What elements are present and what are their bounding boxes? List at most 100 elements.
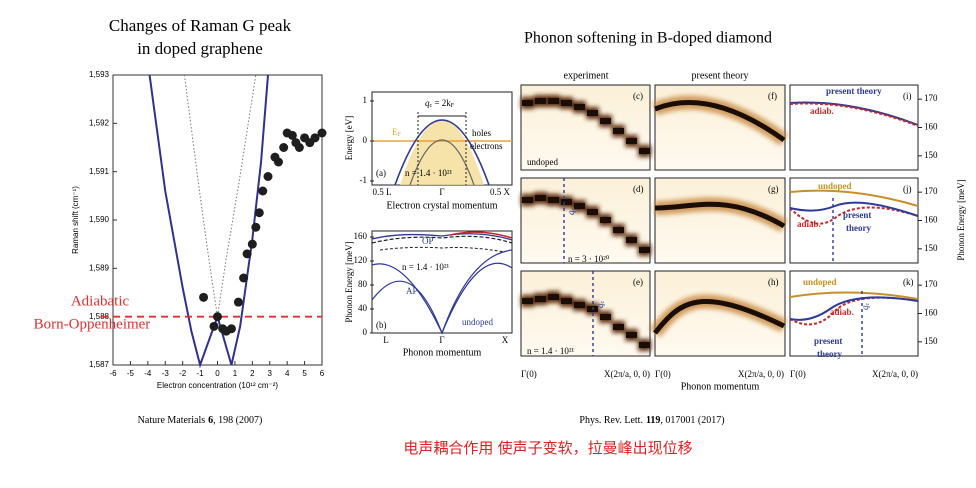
label: AP: [406, 286, 418, 296]
annotation: Born-Oppenheimer: [34, 316, 151, 332]
band-core: [626, 237, 637, 243]
y-tick-label: 150: [924, 336, 938, 346]
point: [239, 273, 249, 283]
x-tick-label: 5: [302, 369, 307, 378]
label: undoped: [818, 181, 852, 191]
point: [242, 249, 252, 259]
point: [263, 172, 273, 181]
x-tick-label: X(2π/a, 0, 0): [872, 369, 918, 379]
y-label: Phonon Energy [meV]: [956, 179, 966, 260]
band-core: [613, 128, 624, 134]
panel-letter: (g): [768, 184, 779, 194]
label: n = 3 · 10²⁰: [568, 254, 610, 264]
y-tick-label: 1,589: [89, 263, 110, 272]
x-label: Phonon momentum: [403, 347, 482, 358]
label: n = 1.4 · 10²¹: [405, 168, 453, 178]
curve: [789, 206, 919, 225]
x-label: Electron concentration (10¹² cm⁻²): [157, 381, 278, 390]
annotation: Adiabatic: [71, 293, 130, 309]
label: q: [425, 98, 430, 108]
point: [199, 292, 209, 302]
y-tick-label: 1,590: [89, 215, 110, 224]
qc-label: qc = 2kF: [425, 98, 455, 109]
x-tick-label: -2: [179, 369, 187, 378]
theory-panel: [649, 270, 788, 357]
band-core: [639, 247, 650, 253]
y-tick-label: 1,591: [89, 167, 110, 176]
column-header: experiment: [564, 70, 609, 81]
curve: [148, 74, 270, 369]
point: [209, 321, 219, 331]
label: present: [843, 210, 871, 220]
experiment-panel: [520, 177, 651, 264]
curve: [789, 296, 919, 321]
band-core: [574, 203, 585, 209]
band-core: [522, 197, 533, 203]
y-tick-label: -1: [360, 175, 368, 185]
point: [310, 133, 320, 143]
band-core: [600, 118, 611, 124]
x-tick-label: 2: [250, 369, 255, 378]
point: [251, 222, 261, 232]
citation: Nature Materials 6, 198 (2007): [138, 415, 263, 426]
dispersion: [371, 233, 513, 241]
theory-panel: [652, 84, 789, 171]
panel-letter: (f): [768, 91, 777, 101]
fermi-label: EF: [392, 127, 402, 138]
panel-bg: [789, 270, 919, 357]
y-tick-label: 0: [363, 327, 368, 337]
x-label: Phonon momentum: [681, 381, 760, 392]
y-tick-label: 160: [924, 308, 938, 318]
band-core: [561, 199, 572, 205]
panel-letter: (e): [633, 277, 643, 287]
panel-letter: (c): [633, 91, 643, 101]
label: F: [398, 132, 402, 138]
x-tick-label: 0.5 X: [490, 187, 511, 197]
point: [254, 208, 264, 218]
experiment-panel: [520, 270, 651, 357]
point: [317, 128, 327, 138]
label: c: [571, 208, 577, 211]
x-tick-label: Γ(0): [790, 369, 806, 379]
band: [654, 100, 786, 143]
qc-label: qc: [860, 303, 871, 311]
x-tick-label: Γ(0): [521, 369, 537, 379]
panel-letter: (k): [903, 277, 914, 287]
journal: Phys. Rev. Lett.: [579, 415, 643, 426]
band-core: [574, 104, 585, 110]
line-panel: [789, 270, 919, 357]
panel-letter: (d): [633, 184, 644, 194]
label: theory: [846, 223, 871, 233]
label: c: [430, 103, 433, 109]
x-tick-label: Γ: [439, 187, 444, 197]
label: undoped: [803, 277, 837, 287]
point: [279, 143, 289, 152]
dispersion: [371, 235, 513, 244]
label: OP: [422, 236, 434, 246]
theory-panel: [654, 177, 788, 264]
y-label: Energy [eV]: [344, 116, 354, 161]
label: holes: [472, 128, 491, 138]
band-core: [626, 138, 637, 144]
band-core: [587, 110, 598, 116]
x-tick-label: X(2π/a, 0, 0): [604, 369, 650, 379]
experiment-panel: [520, 84, 651, 171]
label: F: [451, 103, 455, 109]
band-core: [561, 100, 572, 106]
x-label: Electron crystal momentum: [386, 200, 497, 211]
right-title: Phonon softening in B-doped diamond: [524, 30, 772, 47]
panel-letter: (h): [768, 277, 779, 287]
band-core: [535, 296, 546, 302]
label: present: [814, 336, 842, 346]
band-core: [600, 217, 611, 223]
y-tick-label: 1,592: [89, 118, 110, 127]
y-tick-label: 1,593: [89, 70, 110, 79]
x-tick-label: 0: [215, 369, 220, 378]
band-core: [522, 100, 533, 106]
band-core: [548, 98, 559, 104]
x-tick-label: -5: [127, 369, 135, 378]
x-tick-label: 6: [320, 369, 325, 378]
x-tick-label: 0.5 L: [373, 187, 392, 197]
y-tick-label: 1,588: [89, 312, 110, 321]
